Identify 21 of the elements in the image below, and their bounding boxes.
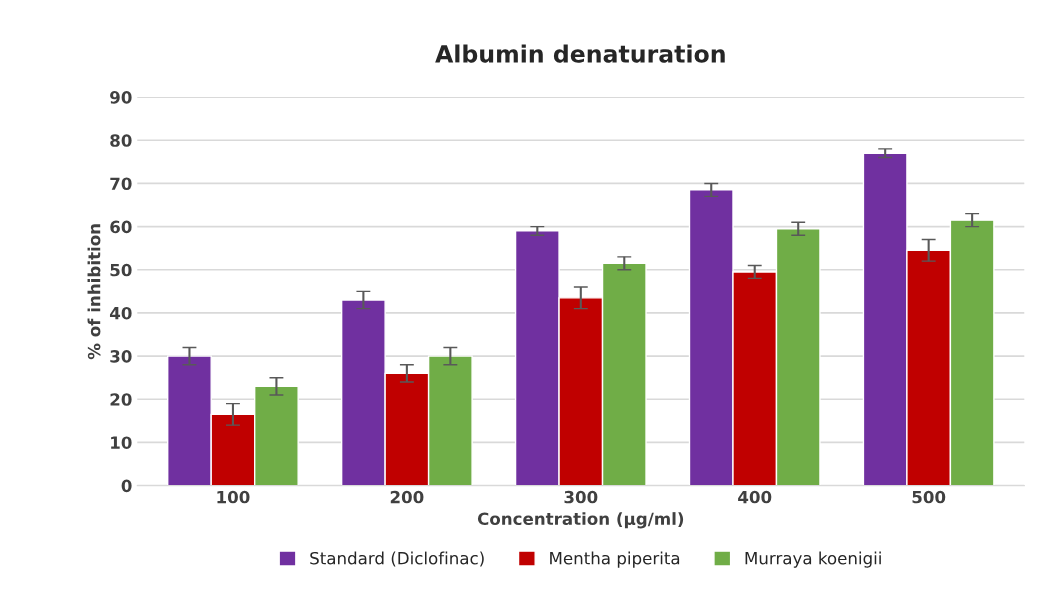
chart-title: Albumin denaturation [435,44,725,63]
x-tick-label: 300 [564,490,598,504]
y-axis-title: % of inhibition [87,224,101,360]
legend-label: Standard (Diclofinac) [310,551,484,567]
x-tick-label: 400 [738,490,772,504]
y-tick-label: 50 [110,263,132,277]
y-tick-label: 60 [110,220,132,234]
legend-label: Murraya koenigii [745,551,881,568]
x-tick-label: 500 [912,490,946,504]
y-tick-label: 90 [110,91,132,104]
y-tick-label: 20 [110,393,132,406]
y-tick-label: 0 [121,479,132,493]
x-axis-title: Concentration (µg/ml) [477,512,684,529]
y-tick-label: 40 [109,306,132,320]
y-tick-label: 80 [110,134,132,147]
y-tick-label: 30 [110,350,132,363]
x-tick-label: 100 [217,490,250,504]
y-tick-label: 10 [111,436,132,449]
x-tick-label: 200 [390,490,424,504]
y-tick-label: 70 [110,177,132,191]
legend-label: Mentha piperita [550,551,680,568]
